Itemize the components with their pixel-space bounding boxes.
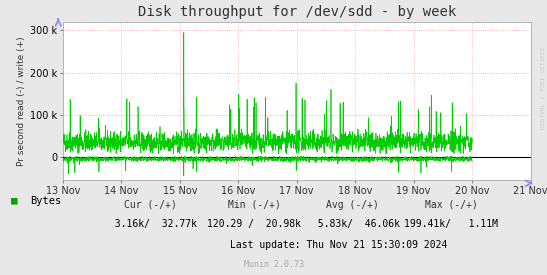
Text: Last update: Thu Nov 21 15:30:09 2024: Last update: Thu Nov 21 15:30:09 2024 bbox=[230, 240, 448, 249]
Text: Avg (-/+): Avg (-/+) bbox=[327, 200, 379, 210]
Text: Bytes: Bytes bbox=[30, 196, 61, 206]
Text: 5.83k/  46.06k: 5.83k/ 46.06k bbox=[306, 219, 400, 229]
Text: Max (-/+): Max (-/+) bbox=[425, 200, 478, 210]
Text: 120.29 /  20.98k: 120.29 / 20.98k bbox=[207, 219, 301, 229]
Text: 199.41k/   1.11M: 199.41k/ 1.11M bbox=[404, 219, 498, 229]
Title: Disk throughput for /dev/sdd - by week: Disk throughput for /dev/sdd - by week bbox=[138, 6, 456, 20]
Text: Min (-/+): Min (-/+) bbox=[228, 200, 281, 210]
Text: RRDTOOL / TOBI OETIKER: RRDTOOL / TOBI OETIKER bbox=[541, 47, 546, 129]
Text: Munin 2.0.73: Munin 2.0.73 bbox=[243, 260, 304, 269]
Y-axis label: Pr second read (-) / write (+): Pr second read (-) / write (+) bbox=[17, 36, 26, 166]
Text: 3.16k/  32.77k: 3.16k/ 32.77k bbox=[103, 219, 197, 229]
Text: ■: ■ bbox=[11, 196, 18, 206]
Text: Cur (-/+): Cur (-/+) bbox=[124, 200, 177, 210]
